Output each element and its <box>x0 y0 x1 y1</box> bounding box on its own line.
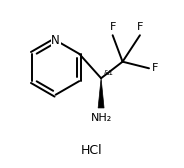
Text: N: N <box>51 34 60 47</box>
Text: F: F <box>151 63 158 73</box>
Text: F: F <box>109 22 116 32</box>
Text: F: F <box>137 22 143 32</box>
Text: HCl: HCl <box>81 144 103 157</box>
Polygon shape <box>98 78 104 108</box>
Text: NH₂: NH₂ <box>91 113 112 123</box>
Text: &1: &1 <box>104 70 114 76</box>
